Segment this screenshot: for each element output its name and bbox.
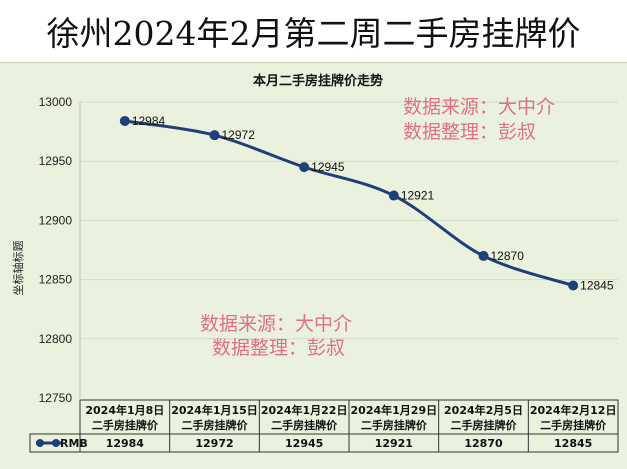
watermark-layer: 数据来源：大中介 数据整理：彭叔 数据来源：大中介 数据整理：彭叔 xyxy=(200,96,555,359)
watermark-editor-bottom: 数据整理：彭叔 xyxy=(212,337,345,359)
data-points: 12984 12972 12945 12921 12870 12845 xyxy=(119,114,614,293)
table-header-3: 二手房挂牌价 xyxy=(361,418,428,432)
title-bar: 徐州2024年2月第二周二手房挂牌价 xyxy=(0,0,627,62)
line-chart: 本月二手房挂牌价走势 坐标轴标题 12750 12800 12850 12900 129… xyxy=(11,73,619,453)
series-line-rmb xyxy=(124,119,574,287)
y-tick-12950: 12950 xyxy=(39,154,73,168)
data-point-5 xyxy=(568,280,579,291)
data-label-0: 12984 xyxy=(132,114,166,128)
y-tick-labels: 12750 12800 12850 12900 12950 13000 xyxy=(39,95,73,405)
data-label-4: 12870 xyxy=(491,249,525,263)
grid-layer xyxy=(79,101,618,398)
table-header-0: 二手房挂牌价 xyxy=(92,418,159,432)
data-label-1: 12972 xyxy=(222,128,256,142)
data-label-5: 12845 xyxy=(580,279,614,293)
chart-panel xyxy=(0,62,627,469)
table-value-4: 12870 xyxy=(464,437,503,450)
watermark-source-bottom: 数据来源：大中介 xyxy=(200,313,352,335)
data-point-3 xyxy=(388,190,399,201)
data-point-4 xyxy=(478,250,489,261)
y-tick-12800: 12800 xyxy=(39,332,73,346)
data-point-2 xyxy=(299,162,310,173)
table-header-5: 二手房挂牌价 xyxy=(540,418,607,432)
table-header-2: 二手房挂牌价 xyxy=(271,418,338,432)
data-label-3: 12921 xyxy=(401,189,435,203)
y-tick-13000: 13000 xyxy=(39,95,73,109)
legend-marker xyxy=(36,439,44,447)
table-value-1: 12972 xyxy=(195,437,233,450)
data-point-0 xyxy=(119,115,130,126)
watermark-source-top: 数据来源：大中介 xyxy=(403,96,555,118)
legend-marker-2 xyxy=(52,439,60,447)
y-axis-label: 坐标轴标题 xyxy=(11,241,25,296)
table-value-3: 12921 xyxy=(375,437,413,450)
chart-title: 本月二手房挂牌价走势 xyxy=(253,73,383,89)
y-tick-12900: 12900 xyxy=(39,213,73,227)
table-header-1: 二手房挂牌价 xyxy=(182,418,249,432)
data-label-2: 12945 xyxy=(311,160,345,174)
y-tick-12750: 12750 xyxy=(39,391,73,405)
table-date-0: 2024年1月8日 xyxy=(85,403,164,417)
y-tick-12850: 12850 xyxy=(39,273,73,287)
table-value-0: 12984 xyxy=(106,437,145,450)
table-date-3: 2024年1月29日 xyxy=(351,403,438,417)
watermark-editor-top: 数据整理：彭叔 xyxy=(403,121,536,143)
table-date-5: 2024年2月12日 xyxy=(530,403,617,417)
legend-label: RMB xyxy=(60,437,88,450)
table-date-2: 2024年1月22日 xyxy=(261,403,348,417)
table-header-4: 二手房挂牌价 xyxy=(451,418,518,432)
table-value-5: 12845 xyxy=(554,437,592,450)
page-title: 徐州2024年2月第二周二手房挂牌价 xyxy=(46,14,581,53)
data-table: 2024年1月8日二手房挂牌价129842024年1月15日二手房挂牌价1297… xyxy=(29,399,619,453)
table-date-4: 2024年2月5日 xyxy=(444,403,523,417)
table-date-1: 2024年1月15日 xyxy=(171,403,258,417)
table-value-2: 12945 xyxy=(285,437,323,450)
data-point-1 xyxy=(209,130,220,141)
